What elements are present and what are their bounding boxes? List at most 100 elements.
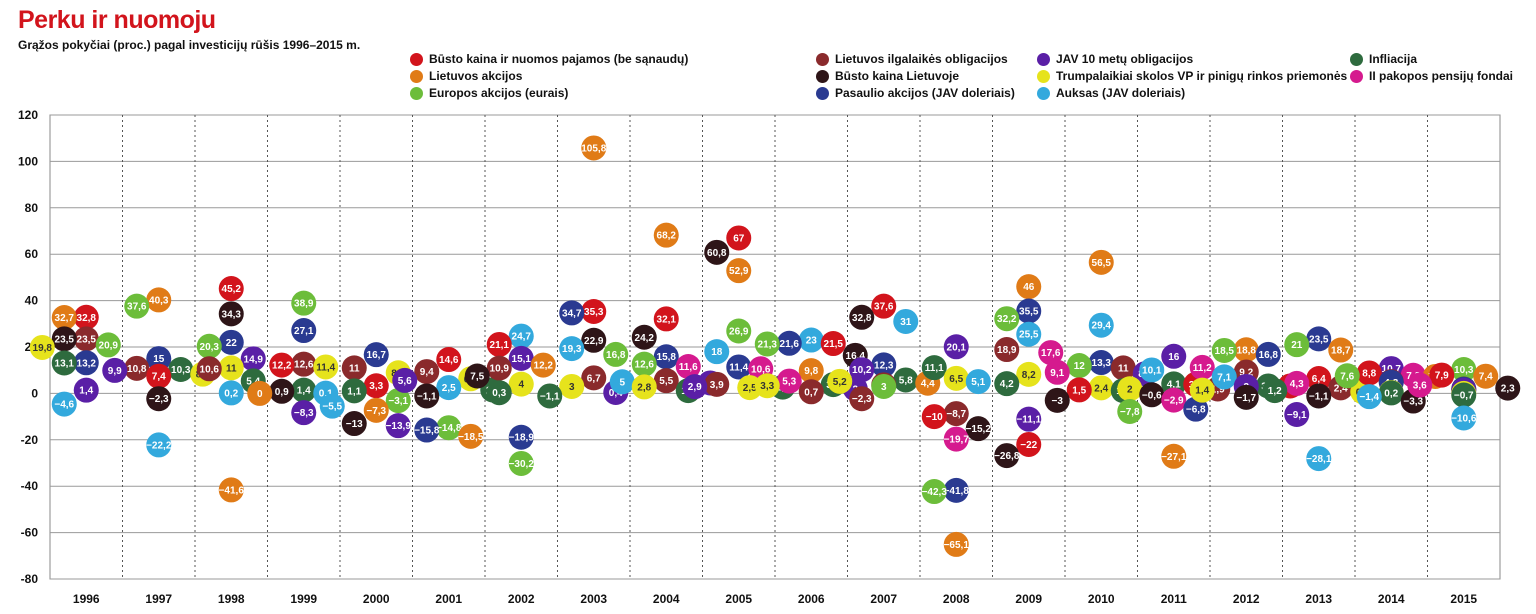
bubble-label: −3,1 bbox=[388, 396, 408, 407]
bubble bbox=[798, 379, 824, 405]
bubble-label: 67 bbox=[733, 233, 745, 244]
bubble-label: 14,6 bbox=[439, 355, 459, 366]
bubble bbox=[943, 477, 969, 503]
bubble-label: 10,3 bbox=[171, 365, 191, 376]
bubble bbox=[73, 304, 99, 330]
data-point: 11,4 bbox=[726, 354, 752, 380]
bubble bbox=[392, 367, 418, 393]
bubble bbox=[508, 371, 534, 397]
bubble bbox=[73, 326, 99, 352]
data-point: 11 bbox=[1110, 355, 1136, 381]
data-point: 37,6 bbox=[124, 293, 150, 319]
bubble-label: −2,3 bbox=[852, 394, 872, 405]
x-tick-label: 2006 bbox=[798, 592, 825, 606]
legend-dot bbox=[1037, 86, 1050, 100]
bubble-label: 13,3 bbox=[1092, 358, 1112, 369]
bubble bbox=[291, 318, 317, 344]
legend-item-busto-nuoma: Būsto kaina ir nuomos pajamos (be sąnaud… bbox=[410, 51, 688, 67]
bubble-label: 11,6 bbox=[679, 362, 698, 373]
bubble-label: 52,9 bbox=[729, 266, 749, 277]
bubble-label: −7,3 bbox=[366, 406, 386, 417]
bubble-label: 13,2 bbox=[77, 358, 97, 369]
bubble bbox=[943, 401, 969, 427]
bubble bbox=[486, 331, 512, 357]
bubble-label: 2,9 bbox=[688, 382, 702, 393]
bubble bbox=[1211, 337, 1237, 363]
bubble-label: 34,7 bbox=[562, 308, 582, 319]
bubble bbox=[682, 374, 708, 400]
data-point: 7,5 bbox=[464, 363, 490, 389]
bubble-label: −26,8 bbox=[994, 451, 1020, 462]
bubble-label: 6,7 bbox=[587, 373, 601, 384]
bubble bbox=[218, 477, 244, 503]
bubble-label: 3,3 bbox=[760, 381, 774, 392]
data-point: 34,3 bbox=[218, 301, 244, 327]
data-point: −8,3 bbox=[291, 400, 317, 426]
data-point: 5,6 bbox=[392, 367, 418, 393]
bubble-label: 16,8 bbox=[1259, 350, 1279, 361]
legend-item-pasaulio-akcijos: Pasaulio akcijos (JAV doleriais) bbox=[816, 85, 1015, 101]
bubble bbox=[1044, 359, 1070, 385]
x-tick-label: 2007 bbox=[870, 592, 897, 606]
data-point: 32,1 bbox=[653, 306, 679, 332]
bubble bbox=[754, 331, 780, 357]
bubble bbox=[559, 336, 585, 362]
bubble-label: −2,3 bbox=[149, 394, 169, 405]
bubble-label: 21,5 bbox=[824, 339, 844, 350]
bubble bbox=[581, 299, 607, 325]
bubble-label: 0,2 bbox=[1384, 388, 1398, 399]
bubble bbox=[313, 354, 339, 380]
bubble-label: 3 bbox=[881, 382, 887, 393]
bubble-label: −42,3 bbox=[922, 487, 948, 498]
bubble bbox=[893, 367, 919, 393]
legend-label: Auksas (JAV doleriais) bbox=[1056, 86, 1186, 100]
bubble-label: 35,3 bbox=[584, 307, 604, 318]
data-point: 14,6 bbox=[436, 347, 462, 373]
bubble-label: 1,5 bbox=[1072, 385, 1086, 396]
bubble bbox=[124, 355, 150, 381]
bubble-label: 8,2 bbox=[1022, 370, 1036, 381]
bubble bbox=[218, 329, 244, 355]
bubble bbox=[559, 373, 585, 399]
bubble-label: 5,1 bbox=[971, 377, 985, 388]
data-point: 0 bbox=[247, 380, 273, 406]
bubble-label: 18,9 bbox=[997, 345, 1017, 356]
bubble-label: 32,2 bbox=[997, 314, 1017, 325]
bubble-label: 2,4 bbox=[1094, 383, 1108, 394]
data-point: −65,1 bbox=[944, 531, 969, 557]
bubble bbox=[414, 383, 440, 409]
x-tick-label: 2001 bbox=[435, 592, 462, 606]
data-point: 2,5 bbox=[436, 375, 462, 401]
data-point: 18,5 bbox=[1211, 337, 1237, 363]
bubble bbox=[1284, 332, 1310, 358]
data-point: 2,3 bbox=[1495, 375, 1521, 401]
bubble bbox=[798, 327, 824, 353]
bubble-label: 10,1 bbox=[1142, 365, 1162, 376]
y-tick-label: -80 bbox=[21, 572, 39, 586]
bubble bbox=[196, 333, 222, 359]
bubble-label: 19,8 bbox=[33, 343, 53, 354]
data-point: 10,3 bbox=[168, 357, 194, 383]
bubble bbox=[581, 327, 607, 353]
bubble-label: −18,9 bbox=[509, 433, 535, 444]
x-tick-label: 2012 bbox=[1233, 592, 1260, 606]
bubble-label: 9,4 bbox=[420, 367, 434, 378]
bubble bbox=[1088, 375, 1114, 401]
bubble-label: 12,6 bbox=[294, 360, 314, 371]
bubble bbox=[704, 239, 730, 265]
legend-label: Būsto kaina ir nuomos pajamos (be sąnaud… bbox=[429, 52, 689, 66]
data-point: 0,3 bbox=[486, 380, 512, 406]
bubble bbox=[965, 369, 991, 395]
data-point: 18,7 bbox=[1328, 337, 1354, 363]
bubble bbox=[269, 378, 295, 404]
data-point: 6,7 bbox=[581, 365, 607, 391]
x-tick-label: 1996 bbox=[73, 592, 100, 606]
bubble bbox=[269, 352, 295, 378]
bubble-label: 40,3 bbox=[149, 295, 169, 306]
bubble-label: 32,8 bbox=[77, 313, 97, 324]
data-point: 24,7 bbox=[508, 323, 534, 349]
data-point: 37,6 bbox=[871, 293, 897, 319]
data-point: 9,1 bbox=[1044, 359, 1070, 385]
bubble-label: 37,6 bbox=[874, 302, 894, 313]
bubble-label: −1,4 bbox=[1359, 392, 1379, 403]
